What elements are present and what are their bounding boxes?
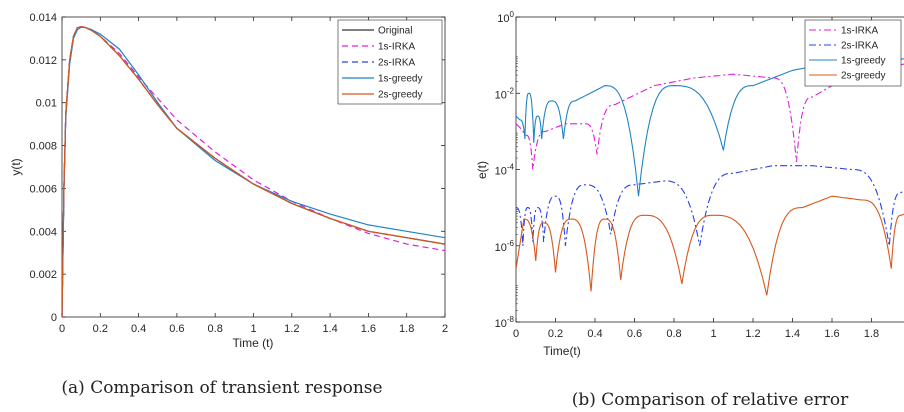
- panel-b-legend: 1s-IRKA 2s-IRKA 1s-greedy 2s-greedy: [804, 19, 902, 87]
- panel-b-legend-label: 2s-IRKA: [841, 41, 879, 52]
- panel-a-y-tick-label: 0.012: [29, 55, 57, 67]
- panel-b-x-tick-label: 1.8: [864, 328, 879, 340]
- panel-b-y-tick-label: 10-8: [495, 315, 515, 330]
- panel-b-y-ticks: 10-8 10-6 10-4 10-2 100: [495, 10, 520, 330]
- panel-a-transient-response: 0 0.2 0.4 0.6 0.8 1 1.2 1.4 1.6 1.8 2 00.0020.0040…: [9, 12, 448, 398]
- panel-a-x-tick-label: 0: [59, 323, 65, 335]
- panel-b-legend-label: 1s-greedy: [841, 56, 885, 67]
- panel-b-series: [516, 58, 904, 296]
- panel-a-x-tick-label: 1: [250, 323, 256, 335]
- panel-a-x-tick-label: 0.6: [169, 323, 184, 335]
- panel-a-legend-label: Original: [378, 26, 412, 37]
- panel-a-x-tick-label: 1.2: [284, 323, 299, 335]
- panel-b-x-tick-label: 1: [710, 328, 716, 340]
- panel-b-x-tick-label: 0.6: [627, 328, 642, 340]
- panel-a-y-tick-label: 0.01: [36, 98, 57, 110]
- panel-a-legend-label: 1s-greedy: [378, 74, 422, 85]
- panel-b-series-2s-irka: [516, 165, 904, 246]
- panel-a-series: [62, 25, 445, 317]
- panel-b-x-tick-label: 0.8: [666, 328, 681, 340]
- panel-a-xlabel: Time (t): [233, 336, 274, 350]
- panel-a-caption: (a) Comparison of transient response: [61, 378, 382, 398]
- panel-a-legend: Original 1s-IRKA 2s-IRKA 1s-greedy 2s-greedy: [337, 19, 443, 105]
- panel-b-x-tick-label: 1.2: [745, 328, 760, 340]
- panel-a-y-tick-label: 0.004: [29, 226, 57, 238]
- panel-b-y-tick-label: 10-2: [495, 86, 515, 101]
- panel-b-x-tick-label: 1.4: [785, 328, 800, 340]
- panel-a-y-tick-label: 0.006: [29, 183, 57, 195]
- panel-b-x-tick-label: 0.4: [587, 328, 602, 340]
- panel-b-series-1s-irka: [516, 63, 904, 170]
- panel-b-relative-error: 0 0.2 0.4 0.6 0.8 1 1.2 1.4 1.6 1.8 10-810-610-41…: [475, 10, 904, 410]
- panel-a-x-tick-label: 0.8: [208, 323, 223, 335]
- panel-b-legend-label: 2s-greedy: [841, 71, 885, 82]
- panel-a-legend-label: 2s-greedy: [378, 90, 422, 101]
- panel-b-xlabel: Time(t): [543, 344, 581, 358]
- panel-b-y-tick-label: 100: [497, 10, 514, 25]
- panel-b-series-1s-greedy: [516, 58, 904, 197]
- panel-b-legend-label: 1s-IRKA: [841, 26, 879, 37]
- panel-a-y-tick-label: 0.002: [29, 269, 57, 281]
- panel-b-x-tick-label: 1.6: [824, 328, 839, 340]
- panel-b-ylabel: e(t): [475, 161, 489, 179]
- panel-b-y-tick-label: 10-6: [495, 239, 515, 254]
- panel-a-series-2s-greedy: [62, 25, 445, 317]
- panel-a-legend-label: 1s-IRKA: [378, 42, 416, 53]
- panel-b-x-tick-label: 0: [513, 328, 519, 340]
- panel-b-x-ticks: 0 0.2 0.4 0.6 0.8 1 1.2 1.4 1.6 1.8: [513, 17, 879, 340]
- panel-a-y-tick-label: 0: [51, 312, 57, 324]
- panel-a-x-tick-label: 0.2: [93, 323, 108, 335]
- panel-a-y-ticks: 0 0.002 0.004 0.006 0.008 0.01 0.012 0.014: [29, 12, 445, 324]
- panel-a-x-tick-label: 2: [442, 323, 448, 335]
- panel-a-x-tick-label: 0.4: [131, 323, 146, 335]
- panel-a-x-tick-label: 1.6: [361, 323, 376, 335]
- panel-a-x-ticks: 0 0.2 0.4 0.6 0.8 1 1.2 1.4 1.6 1.8 2: [59, 17, 448, 335]
- panel-a-x-tick-label: 1.4: [322, 323, 337, 335]
- panel-b-x-tick-label: 0.2: [548, 328, 563, 340]
- panel-a-ylabel: y(t): [9, 158, 23, 175]
- panel-b-series-2s-greedy: [516, 195, 904, 296]
- panel-a-x-tick-label: 1.8: [399, 323, 414, 335]
- panel-a-legend-label: 2s-IRKA: [378, 58, 416, 69]
- panel-a-y-tick-label: 0.008: [29, 141, 57, 153]
- panel-a-y-tick-label: 0.014: [29, 12, 57, 24]
- panel-b-caption: (b) Comparison of relative error: [572, 390, 849, 410]
- panel-b-y-tick-label: 10-4: [495, 163, 515, 178]
